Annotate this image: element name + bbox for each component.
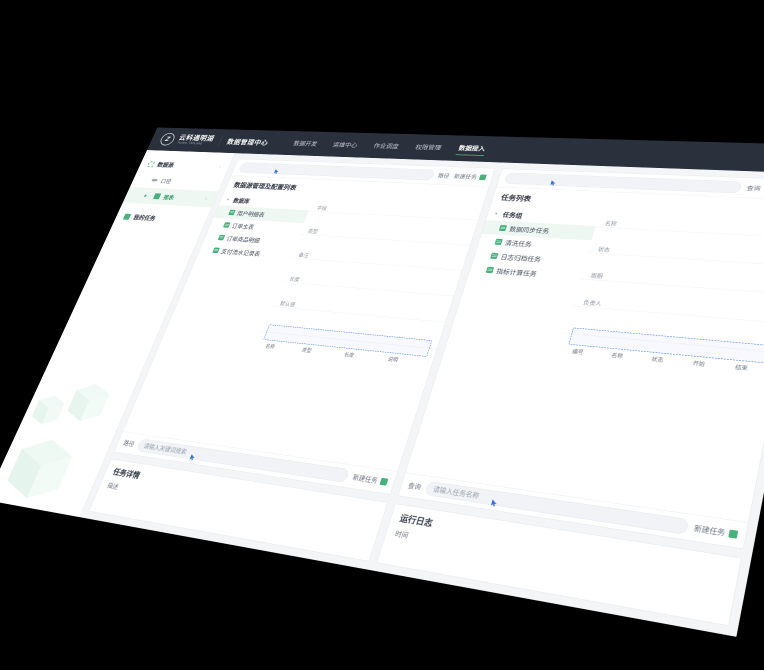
table-icon-left-2 bbox=[217, 234, 226, 241]
tree-node-left-0-label: 用户明细表 bbox=[236, 210, 266, 218]
table-icon-right-0 bbox=[498, 224, 508, 232]
sidebar-item-mytasks[interactable]: 我的任务 bbox=[113, 208, 209, 230]
selection-label-right-0: 编号 bbox=[571, 349, 585, 356]
nav-item-3[interactable]: 权限管理 bbox=[414, 143, 443, 151]
main-content: 路径 新建任务 数据源管理及配置列表 ▾ 数据库 bbox=[79, 153, 764, 637]
search-input-right-footer-placeholder: 请输入任务名称 bbox=[432, 485, 481, 500]
table-icon-right-3 bbox=[485, 266, 495, 274]
product-name: 数据管理中心 bbox=[225, 138, 270, 147]
tree-node-left-1-label: 订单主表 bbox=[230, 222, 256, 231]
panel-row-top: 路径 新建任务 数据源管理及配置列表 ▾ 数据库 bbox=[113, 158, 764, 550]
sidebar-item-report[interactable]: 报表 › bbox=[122, 186, 219, 208]
panel-right-footer-label: 查询 bbox=[407, 481, 423, 492]
new-task-button-left-footer[interactable]: 新建任务 bbox=[351, 472, 389, 486]
sidebar-item-label-1: 口径 bbox=[159, 178, 173, 185]
cursor-pointer-icon-right-footer bbox=[490, 499, 498, 507]
table-icon-right-1 bbox=[494, 238, 503, 245]
arrow-right-icon bbox=[143, 194, 152, 198]
panel-left-toolbar-label: 路径 bbox=[437, 172, 451, 179]
grid-cell-right-2: 周期 bbox=[589, 273, 604, 280]
grid-line bbox=[299, 233, 471, 246]
dashed-box-icon bbox=[146, 161, 156, 168]
new-task-button-left-top-label: 新建任务 bbox=[453, 173, 478, 181]
nav-item-1[interactable]: 运维中心 bbox=[332, 141, 359, 149]
grid-cell-right-1: 状态 bbox=[597, 246, 611, 254]
cursor-pointer-icon-right-top bbox=[550, 180, 557, 186]
brand-divider bbox=[218, 135, 223, 146]
panel-left-main: 路径 新建任务 数据源管理及配置列表 ▾ 数据库 bbox=[113, 158, 496, 495]
panel-left-footer-label: 路径 bbox=[122, 439, 136, 448]
chevron-right-icon-0: › bbox=[218, 164, 222, 170]
selection-label-right-4: 结束 bbox=[734, 364, 749, 372]
grid-line bbox=[308, 210, 479, 221]
grid-line bbox=[573, 305, 764, 324]
selection-label-right-1: 名称 bbox=[610, 352, 624, 360]
sidebar-item-label-3: 我的任务 bbox=[132, 213, 157, 222]
grid-line bbox=[271, 306, 446, 323]
selection-label-left-1: 类型 bbox=[301, 347, 313, 354]
brand-text: 云科通明湖 Turbo-TMLake bbox=[176, 134, 215, 146]
brand-mark-icon: Z bbox=[158, 132, 177, 146]
table-icon-right-2 bbox=[490, 252, 499, 260]
tree-node-right-3-label: 指标计算任务 bbox=[495, 267, 538, 278]
grid-cell-left-2: 备注 bbox=[297, 252, 310, 259]
tree-node-right-0-label: 数据同步任务 bbox=[508, 225, 551, 235]
green-square-icon-left-top bbox=[478, 174, 487, 180]
panel-right-toolbar-label: 查询 bbox=[746, 184, 762, 192]
tree-toggle-right[interactable]: ▾ bbox=[494, 211, 499, 216]
selection-label-left-0: 名称 bbox=[264, 343, 276, 350]
selection-label-left-3: 说明 bbox=[386, 356, 399, 364]
nav-item-0[interactable]: 数据开发 bbox=[292, 140, 319, 147]
nav-item-4[interactable]: 数据接入 bbox=[455, 141, 489, 156]
sidebar-item-label-0: 数据源 bbox=[156, 161, 175, 169]
cursor-pointer-icon-left-footer bbox=[189, 455, 195, 461]
green-square-icon-left-footer bbox=[379, 477, 389, 486]
tree-node-right-2-label: 日志归档任务 bbox=[499, 253, 542, 263]
grid-cell-left-1: 类型 bbox=[306, 228, 319, 235]
grid-cell-left-4: 默认值 bbox=[279, 301, 296, 308]
tree-node-left-3-label: 支付流水记录表 bbox=[220, 248, 262, 258]
table-icon-left-3 bbox=[212, 247, 220, 254]
app-window: Z 云科通明湖 Turbo-TMLake 数据管理中心 数据开发 运维中心 作业… bbox=[0, 127, 764, 637]
grid-cell-left-0: 字段 bbox=[315, 205, 328, 212]
cursor-pointer-icon-left-top bbox=[273, 169, 280, 175]
grid-line bbox=[290, 257, 462, 271]
grid-line bbox=[595, 226, 764, 239]
chevron-right-icon-2: › bbox=[204, 196, 208, 202]
search-input-left-footer[interactable]: 请输入关键词搜索 bbox=[135, 438, 351, 483]
tree-root-label-left: 数据库 bbox=[232, 197, 251, 205]
search-input-left-footer-placeholder: 请输入关键词搜索 bbox=[142, 442, 188, 456]
nav-menu: 数据开发 运维中心 作业调度 权限管理 数据接入 bbox=[290, 137, 489, 156]
grid-cell-left-3: 长度 bbox=[288, 276, 301, 283]
green-square-icon-right-footer bbox=[728, 529, 739, 539]
new-task-button-left-footer-label: 新建任务 bbox=[351, 473, 379, 485]
selection-box-right[interactable] bbox=[568, 327, 764, 364]
app-body: 数据源 › 口径 报表 › 我的任务 bbox=[0, 150, 764, 637]
grid-line bbox=[580, 278, 764, 295]
table-icon-left-0 bbox=[228, 209, 236, 216]
selection-label-right-2: 状态 bbox=[650, 356, 664, 364]
grid-line bbox=[281, 281, 454, 297]
tree-root-label-right: 任务组 bbox=[501, 211, 524, 219]
table-icon-left-1 bbox=[222, 222, 231, 228]
dot-icon bbox=[151, 178, 159, 182]
new-task-button-left-top[interactable]: 新建任务 bbox=[453, 172, 487, 180]
tree-toggle-left[interactable]: ▾ bbox=[226, 197, 230, 202]
grid-cell-right-3: 负责人 bbox=[582, 300, 603, 308]
selection-label-left-2: 长度 bbox=[343, 352, 355, 359]
chart-icon bbox=[152, 193, 162, 200]
tree-node-left-2-label: 订单商品明细 bbox=[225, 235, 261, 244]
brand-logo[interactable]: Z 云科通明湖 Turbo-TMLake bbox=[158, 132, 216, 147]
selection-label-right-3: 开始 bbox=[692, 360, 706, 368]
new-task-button-right-footer-label: 新建任务 bbox=[693, 524, 726, 538]
nav-item-2[interactable]: 作业调度 bbox=[372, 142, 400, 150]
sidebar-item-label-2: 报表 bbox=[162, 194, 176, 201]
grid-line bbox=[588, 252, 764, 267]
tree-node-right-1-label: 清洗任务 bbox=[504, 239, 533, 248]
square-icon bbox=[122, 213, 132, 220]
grid-cell-right-0: 名称 bbox=[604, 221, 618, 228]
new-task-button-right-footer[interactable]: 新建任务 bbox=[693, 523, 739, 540]
panel-left-footer: 路径 请输入关键词搜索 新建任务 bbox=[114, 431, 398, 495]
